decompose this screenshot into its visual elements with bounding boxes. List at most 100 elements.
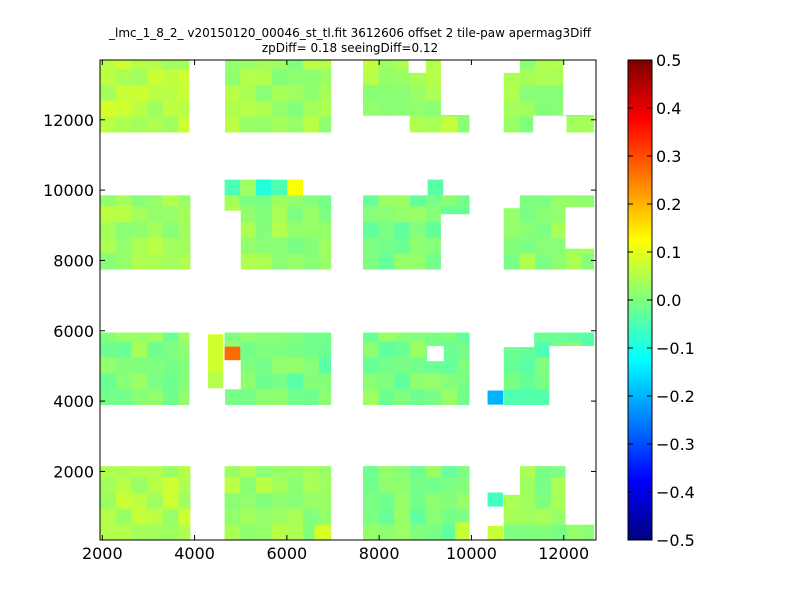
heatmap-tile bbox=[240, 357, 257, 374]
heatmap-tile bbox=[115, 60, 132, 70]
heatmap-tile bbox=[224, 524, 241, 540]
heatmap-tile bbox=[100, 388, 117, 406]
heatmap-tile bbox=[162, 476, 179, 493]
heatmap-tile bbox=[457, 476, 470, 493]
heatmap-tile bbox=[378, 508, 395, 525]
heatmap-tile bbox=[255, 253, 273, 270]
heatmap-tile bbox=[115, 372, 132, 390]
heatmap-tile bbox=[178, 476, 191, 493]
missing-tile bbox=[189, 332, 208, 406]
heatmap-tile bbox=[457, 332, 470, 342]
heatmap-tile bbox=[255, 221, 273, 238]
heatmap-tile bbox=[457, 357, 470, 374]
heatmap-tile bbox=[115, 116, 132, 133]
missing-tile bbox=[362, 115, 410, 133]
heatmap-tile bbox=[147, 84, 164, 101]
heatmap-tile bbox=[271, 492, 288, 509]
heatmap-tile bbox=[519, 195, 536, 207]
heatmap-tile bbox=[178, 357, 191, 374]
heatmap-cell bbox=[207, 371, 224, 389]
heatmap-tile bbox=[318, 492, 332, 509]
heatmap-tile bbox=[503, 237, 520, 254]
heatmap-tile bbox=[566, 116, 583, 133]
heatmap-tile bbox=[287, 253, 304, 270]
heatmap-tile bbox=[457, 372, 470, 390]
heatmap-tile bbox=[115, 237, 132, 254]
heatmap-tile bbox=[425, 332, 442, 342]
heatmap-cell bbox=[271, 179, 288, 196]
heatmap-tile bbox=[255, 476, 273, 493]
heatmap-tile bbox=[378, 253, 395, 270]
heatmap-tile bbox=[535, 357, 552, 374]
heatmap-tile bbox=[178, 466, 191, 478]
colorbar-tick-label: 0.1 bbox=[656, 243, 681, 262]
heatmap-tile bbox=[178, 508, 191, 525]
heatmap-tile bbox=[303, 341, 320, 358]
heatmap-tile bbox=[147, 357, 164, 374]
heatmap-tile bbox=[287, 221, 304, 238]
heatmap-tile bbox=[255, 205, 273, 223]
colorbar-tick-label: 0.3 bbox=[656, 147, 681, 166]
colorbar-tick-label: −0.1 bbox=[656, 339, 695, 358]
colorbar-axis: 0.5 0.4 0.3 0.2 0.1 0.0 −0.1 −0.2 −0.3 −0.4 −0.5 bbox=[628, 51, 695, 550]
heatmap-tile bbox=[162, 253, 179, 270]
heatmap-tile bbox=[115, 476, 132, 493]
heatmap-cell bbox=[487, 525, 504, 540]
heatmap-tile bbox=[378, 205, 395, 223]
heatmap-tile bbox=[115, 388, 132, 406]
heatmap-tile bbox=[131, 221, 148, 238]
heatmap-tile bbox=[115, 341, 132, 358]
heatmap-tile bbox=[550, 100, 567, 117]
heatmap-tile bbox=[394, 100, 411, 117]
heatmap-tile bbox=[115, 195, 132, 207]
heatmap-tile bbox=[240, 84, 257, 101]
missing-tile bbox=[503, 60, 520, 73]
heatmap-tile bbox=[363, 100, 380, 117]
heatmap-tile bbox=[318, 100, 332, 117]
heatmap-tile bbox=[363, 68, 380, 86]
heatmap-tile bbox=[457, 466, 470, 478]
heatmap-tile bbox=[147, 341, 164, 358]
heatmap-tile bbox=[378, 195, 395, 207]
heatmap-tile bbox=[519, 357, 536, 374]
heatmap-tile bbox=[318, 341, 332, 358]
heatmap-tile bbox=[425, 253, 442, 270]
heatmap-tile bbox=[162, 508, 179, 525]
heatmap-cell bbox=[487, 390, 504, 405]
heatmap-tile bbox=[363, 388, 380, 406]
heatmap-tile bbox=[425, 508, 442, 525]
heatmap-tile bbox=[271, 508, 288, 525]
heatmap-tile bbox=[378, 372, 395, 390]
heatmap-tile bbox=[378, 357, 395, 374]
heatmap-tile bbox=[271, 341, 288, 358]
heatmap-tile bbox=[457, 195, 470, 207]
heatmap-tile bbox=[457, 508, 470, 525]
heatmap-tile bbox=[131, 68, 148, 86]
heatmap-tile bbox=[162, 388, 179, 406]
x-tick-label: 4000 bbox=[174, 544, 215, 563]
heatmap-tile bbox=[425, 357, 442, 374]
heatmap-tile bbox=[410, 253, 427, 270]
heatmap-tile bbox=[303, 476, 320, 493]
heatmap-tile bbox=[410, 205, 427, 223]
heatmap-tile bbox=[100, 205, 117, 223]
heatmap-tile bbox=[131, 466, 148, 478]
heatmap-tile bbox=[271, 237, 288, 254]
heatmap-tile bbox=[363, 508, 380, 525]
heatmap-tile bbox=[535, 84, 552, 101]
heatmap-tile bbox=[131, 372, 148, 390]
heatmap-tile bbox=[303, 195, 320, 207]
heatmap-tile bbox=[425, 492, 442, 509]
heatmap-tile bbox=[147, 195, 164, 207]
heatmap-tile bbox=[535, 195, 552, 207]
heatmap-tile bbox=[410, 100, 427, 117]
heatmap-tile bbox=[410, 116, 427, 133]
heatmap-tile bbox=[178, 492, 191, 509]
heatmap-tile bbox=[363, 492, 380, 509]
heatmap-tile bbox=[441, 492, 458, 509]
colorbar-tick-label: −0.4 bbox=[656, 483, 695, 502]
missing-tile bbox=[503, 465, 520, 495]
heatmap-tile bbox=[255, 116, 273, 133]
heatmap-tile bbox=[100, 60, 117, 70]
heatmap-tile bbox=[224, 476, 241, 493]
